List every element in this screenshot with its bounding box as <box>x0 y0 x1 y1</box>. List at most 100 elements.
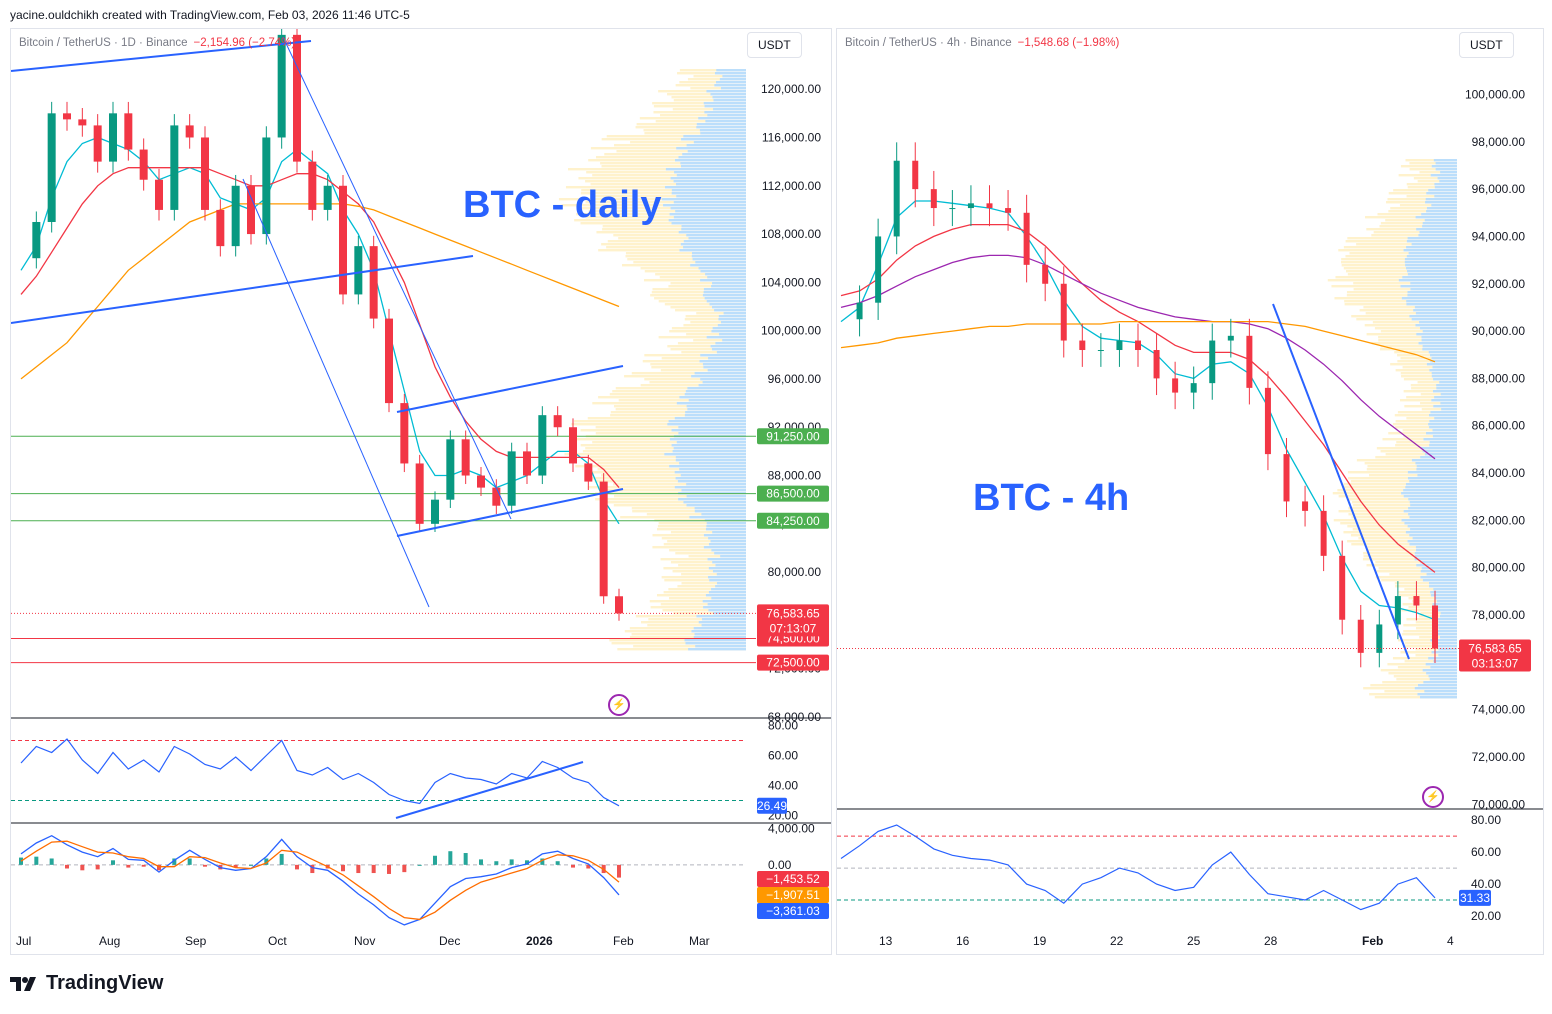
volume-profile-bar <box>679 69 746 72</box>
volume-profile-bar <box>1411 318 1457 321</box>
volume-profile-bar <box>1404 642 1457 645</box>
volume-profile-bar <box>711 588 746 591</box>
lightning-icon[interactable]: ⚡ <box>1422 786 1444 808</box>
volume-profile-bar <box>642 360 746 363</box>
volume-profile-bar <box>1418 342 1457 345</box>
volume-profile-bar <box>1343 483 1457 486</box>
volume-profile-bar <box>1343 267 1457 270</box>
4h-chart-panel[interactable]: 70,000.0072,000.0074,000.0076,000.0078,0… <box>836 28 1544 955</box>
volume-profile-bar <box>1402 429 1457 432</box>
macd-line <box>20 834 620 926</box>
daily-symbol-header: Bitcoin / TetherUS · 1D · Binance −2,154.… <box>19 37 295 49</box>
volume-profile-bar <box>1403 630 1457 633</box>
volume-profile-bar <box>1409 534 1457 537</box>
macd-histogram-bar <box>617 864 621 878</box>
volume-profile-bar <box>590 183 746 186</box>
volume-profile-bar <box>669 213 746 216</box>
volume-profile-bar <box>1369 474 1457 477</box>
4h-candle <box>875 236 882 303</box>
daily-candle <box>93 125 102 162</box>
volume-profile-bar <box>672 108 746 111</box>
volume-profile-bar <box>592 441 746 444</box>
volume-profile-bar <box>587 486 746 489</box>
volume-profile-bar <box>588 210 746 213</box>
daily-currency-button[interactable]: USDT <box>747 32 802 58</box>
volume-profile-bar <box>712 327 746 330</box>
volume-profile-bar <box>1429 582 1457 585</box>
volume-profile-bar <box>651 291 746 294</box>
volume-profile-bar <box>653 105 746 108</box>
volume-profile-bar <box>652 288 746 291</box>
volume-profile-bar <box>671 444 746 447</box>
volume-profile-bar <box>1405 645 1457 648</box>
x-axis-tick-label: Feb <box>613 934 634 948</box>
volume-profile-bar <box>1365 549 1457 552</box>
volume-profile-bar <box>656 594 746 597</box>
volume-profile-bar <box>720 555 746 558</box>
volume-profile-bar <box>1422 348 1457 351</box>
volume-profile-bar <box>1434 396 1457 399</box>
sma-200-line <box>20 203 620 380</box>
volume-profile-bar <box>1401 492 1457 495</box>
volume-profile-bar <box>1428 657 1457 660</box>
volume-profile-bar <box>1425 198 1457 201</box>
volume-profile-bar <box>1338 495 1457 498</box>
rsi-tick-label: 20.00 <box>1471 909 1501 923</box>
tradingview-logo[interactable]: TradingView <box>10 972 163 995</box>
volume-profile-bar <box>684 639 746 642</box>
daily-chart-panel[interactable]: 68,000.0072,000.0076,000.0080,000.0084,0… <box>10 28 832 955</box>
volume-profile-bar <box>709 579 746 582</box>
volume-profile-bar <box>1365 312 1457 315</box>
volume-profile-bar <box>654 297 746 300</box>
volume-profile-bar <box>635 615 746 618</box>
4h-chart-canvas[interactable]: 70,000.0072,000.0074,000.0076,000.0078,0… <box>837 29 1543 954</box>
volume-profile-bar <box>1438 654 1457 657</box>
volume-profile-bar <box>700 279 746 282</box>
volume-profile-bar <box>590 456 746 459</box>
volume-profile-bar <box>1441 408 1457 411</box>
volume-profile-bar <box>694 372 746 375</box>
volume-profile-bar <box>675 309 746 312</box>
daily-chart-canvas[interactable]: 68,000.0072,000.0076,000.0080,000.0084,0… <box>11 29 831 954</box>
lightning-icon[interactable]: ⚡ <box>608 694 630 716</box>
volume-profile-bar <box>1436 384 1457 387</box>
volume-profile-bar <box>1431 399 1457 402</box>
volume-profile-bar <box>613 483 746 486</box>
volume-profile-bar <box>705 594 746 597</box>
volume-profile-bar <box>632 510 746 513</box>
4h-candle <box>1320 510 1327 556</box>
volume-profile-bar <box>668 219 746 222</box>
volume-profile-bar <box>681 582 746 585</box>
volume-profile-bar <box>1435 597 1457 600</box>
volume-profile-bar <box>624 630 746 633</box>
volume-profile-bar <box>1353 288 1457 291</box>
volume-profile-bar <box>712 282 746 285</box>
4h-currency-button[interactable]: USDT <box>1459 32 1514 58</box>
volume-profile-bar <box>681 351 746 354</box>
volume-profile-bar <box>1341 264 1457 267</box>
volume-profile-bar <box>1420 612 1457 615</box>
volume-profile-bar <box>1429 369 1457 372</box>
volume-profile-bar <box>1388 432 1457 435</box>
volume-profile-bar <box>1367 465 1457 468</box>
volume-profile-bar <box>607 240 746 243</box>
volume-profile-bar <box>1409 501 1457 504</box>
volume-profile-bar <box>1407 540 1457 543</box>
volume-profile-bar <box>676 183 746 186</box>
volume-profile-bar <box>644 270 746 273</box>
volume-profile-bar <box>585 201 746 204</box>
daily-candle <box>354 246 363 295</box>
volume-profile-bar <box>1417 474 1457 477</box>
4h-candle <box>1153 350 1160 379</box>
volume-profile-bar <box>1407 291 1457 294</box>
volume-profile-bar <box>1420 393 1457 396</box>
volume-profile-bar <box>1409 543 1457 546</box>
volume-profile-bar <box>1409 315 1457 318</box>
volume-profile-bar <box>679 396 746 399</box>
volume-profile-bar <box>613 495 746 498</box>
macd-histogram-bar <box>525 860 529 865</box>
volume-profile-bar <box>1440 393 1457 396</box>
y-axis-tick-label: 86,000.00 <box>1472 419 1526 433</box>
volume-profile-bar <box>1346 291 1457 294</box>
volume-profile-bar <box>1417 693 1457 696</box>
